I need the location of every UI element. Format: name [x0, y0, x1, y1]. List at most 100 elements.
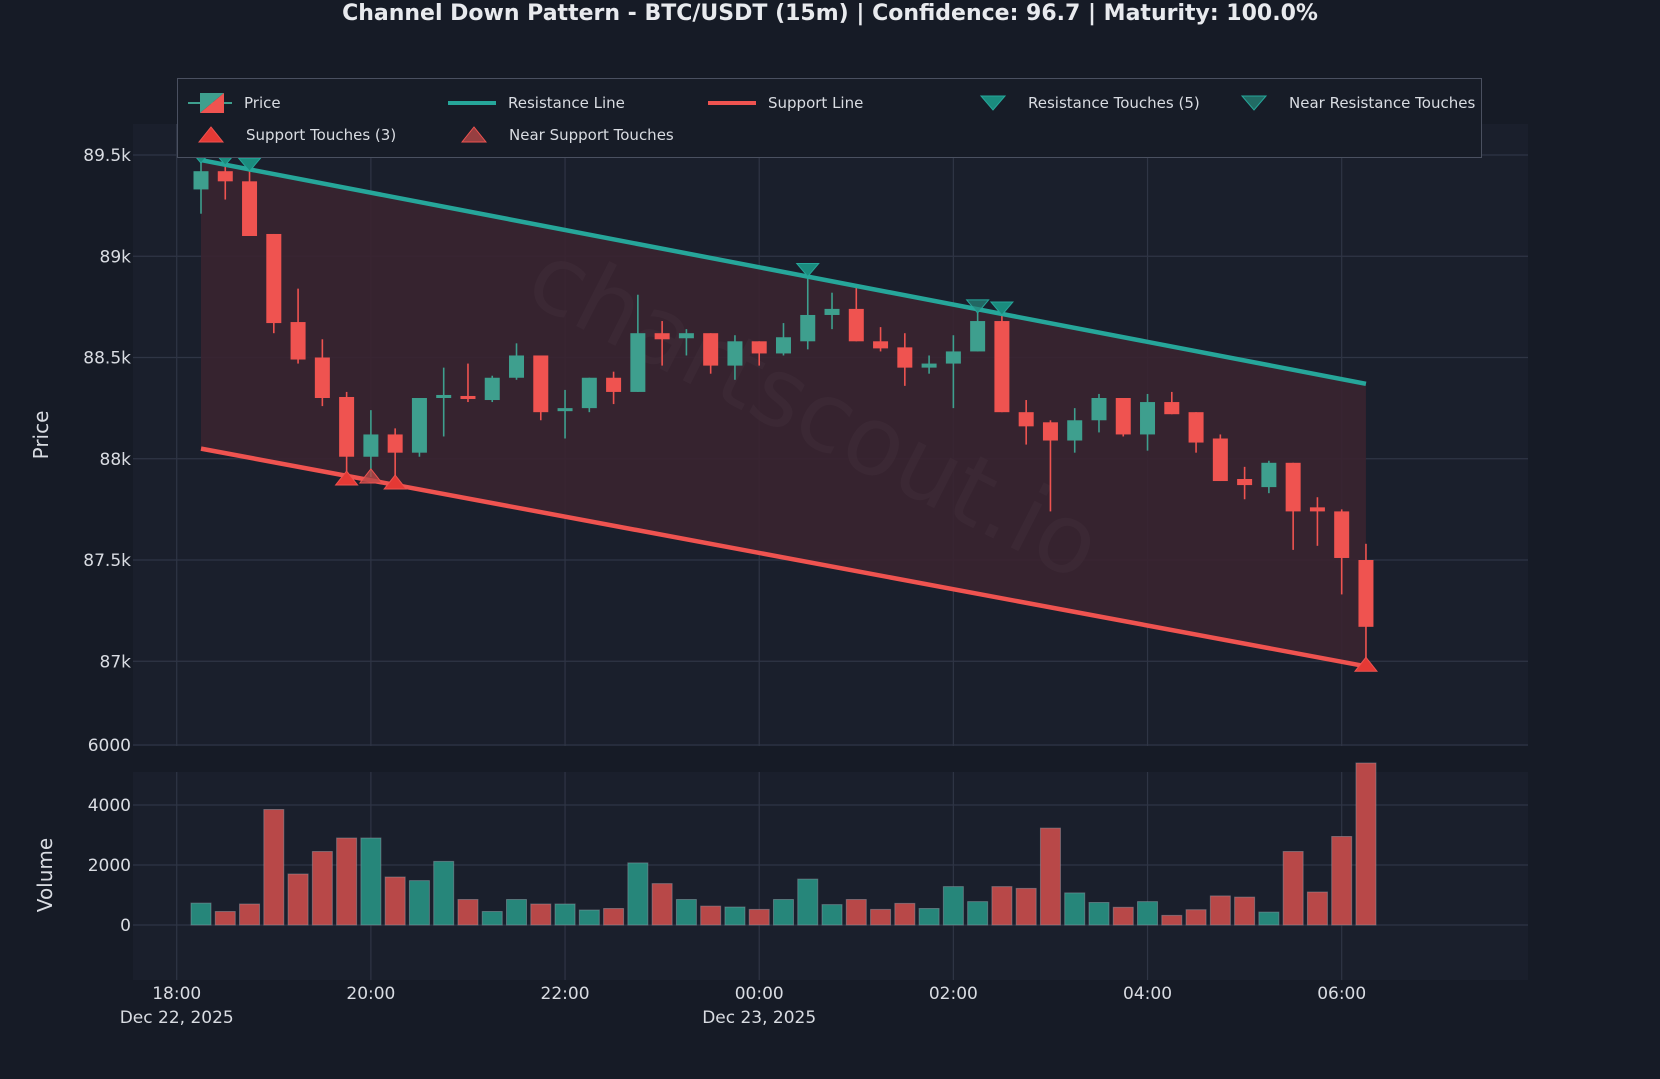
volume-bar: [651, 883, 673, 926]
volume-tick-label: 0: [120, 916, 131, 936]
resistance-touch-icon: [795, 262, 820, 278]
volume-bar: [700, 905, 722, 926]
legend-label: Near Support Touches: [509, 126, 674, 144]
volume-bar: [190, 902, 212, 926]
volume-bar: [287, 873, 309, 926]
candle-body: [1115, 398, 1131, 435]
candle: [509, 343, 525, 380]
candle-body: [994, 321, 1010, 413]
candle-body: [436, 394, 452, 398]
candle-body: [533, 355, 549, 413]
volume-bar: [772, 899, 794, 926]
candle: [1018, 400, 1034, 445]
volume-tick-label: 4000: [88, 796, 131, 816]
candle-body: [727, 341, 743, 366]
candle: [1140, 393, 1156, 451]
volume-bar: [845, 899, 867, 926]
candle-body: [1309, 507, 1325, 512]
candle: [630, 294, 646, 392]
candle: [1261, 460, 1277, 494]
candle: [242, 169, 258, 236]
candle-body: [460, 395, 476, 400]
candle: [339, 391, 355, 479]
candle: [703, 333, 719, 374]
price-axis-title: Price: [29, 411, 53, 460]
price-tick-label: 89k: [100, 247, 132, 267]
time-tick-label: 00:00: [735, 984, 784, 1004]
volume-bar: [578, 909, 600, 926]
candle: [654, 321, 670, 366]
candle: [994, 312, 1010, 413]
candle-body: [775, 337, 791, 354]
time-tick-label: 18:00: [152, 984, 201, 1004]
volume-bar: [1015, 887, 1037, 926]
candle: [824, 292, 840, 330]
candle: [436, 367, 452, 437]
candle-body: [1237, 479, 1253, 486]
volume-bar: [336, 837, 358, 926]
time-tick-label: 20:00: [346, 984, 395, 1004]
volume-bar: [967, 901, 989, 926]
touch-markers: [188, 149, 1378, 672]
legend-item-price: Price: [188, 93, 281, 113]
legend-item-near-support-touches: Near Support Touches: [461, 125, 674, 145]
candle: [1334, 509, 1350, 595]
volume-bar: [797, 878, 819, 926]
volume-bar: [942, 886, 964, 926]
candle: [484, 375, 500, 403]
candle: [800, 274, 816, 350]
candle-body: [581, 377, 597, 409]
candle-body: [1212, 438, 1228, 482]
date-tick-label: Dec 22, 2025: [120, 1008, 234, 1028]
candle: [557, 389, 573, 439]
volume-bar: [1161, 914, 1183, 926]
volume-bar: [603, 908, 625, 926]
time-tick-label: 22:00: [541, 984, 590, 1004]
legend-item-support-line: Support Line: [708, 93, 863, 113]
candle-body: [751, 341, 767, 354]
candle: [1042, 420, 1058, 512]
candle: [1309, 497, 1325, 546]
candle: [873, 327, 889, 352]
candle: [290, 288, 306, 364]
volume-bar: [1185, 909, 1207, 926]
volume-bar: [1306, 891, 1328, 926]
candle: [1067, 408, 1083, 453]
candle-body: [800, 314, 816, 342]
candle-body: [1067, 420, 1083, 441]
volume-tick-label: 2000: [88, 856, 131, 876]
candle-body: [678, 333, 694, 339]
legend-item-support-touches: Support Touches (3): [198, 125, 396, 145]
candle: [411, 398, 427, 457]
candle-body: [193, 171, 209, 190]
candle-body: [314, 357, 330, 398]
candle: [1091, 393, 1107, 433]
price-tick-label: 87.5k: [83, 551, 131, 571]
down-triangle-outline-icon: [1241, 95, 1267, 111]
candle: [387, 428, 403, 484]
near-resistance-touch-icon: [965, 299, 990, 314]
candle: [921, 355, 937, 374]
volume-bar: [894, 902, 916, 926]
candle: [945, 335, 961, 409]
candle: [266, 233, 282, 334]
legend-item-resistance-line: Resistance Line: [448, 93, 625, 113]
support-touch-icon: [1353, 656, 1378, 672]
candle: [678, 329, 694, 356]
volume-bar: [433, 860, 455, 926]
volume-bar: [1064, 892, 1086, 926]
candle: [1212, 434, 1228, 482]
candle-body: [1334, 511, 1350, 558]
legend-item-resistance-touches: Resistance Touches (5): [980, 93, 1200, 113]
down-triangle-icon: [980, 95, 1006, 111]
candle-body: [630, 333, 646, 392]
volume-bar: [627, 862, 649, 926]
volume-bar: [675, 899, 697, 926]
candle-body: [1091, 398, 1107, 421]
candle: [193, 161, 209, 214]
volume-bar: [311, 851, 333, 926]
near-support-touch-icon: [358, 468, 383, 484]
support-line-icon: [708, 101, 756, 105]
resistance-touch-icon: [989, 301, 1014, 316]
